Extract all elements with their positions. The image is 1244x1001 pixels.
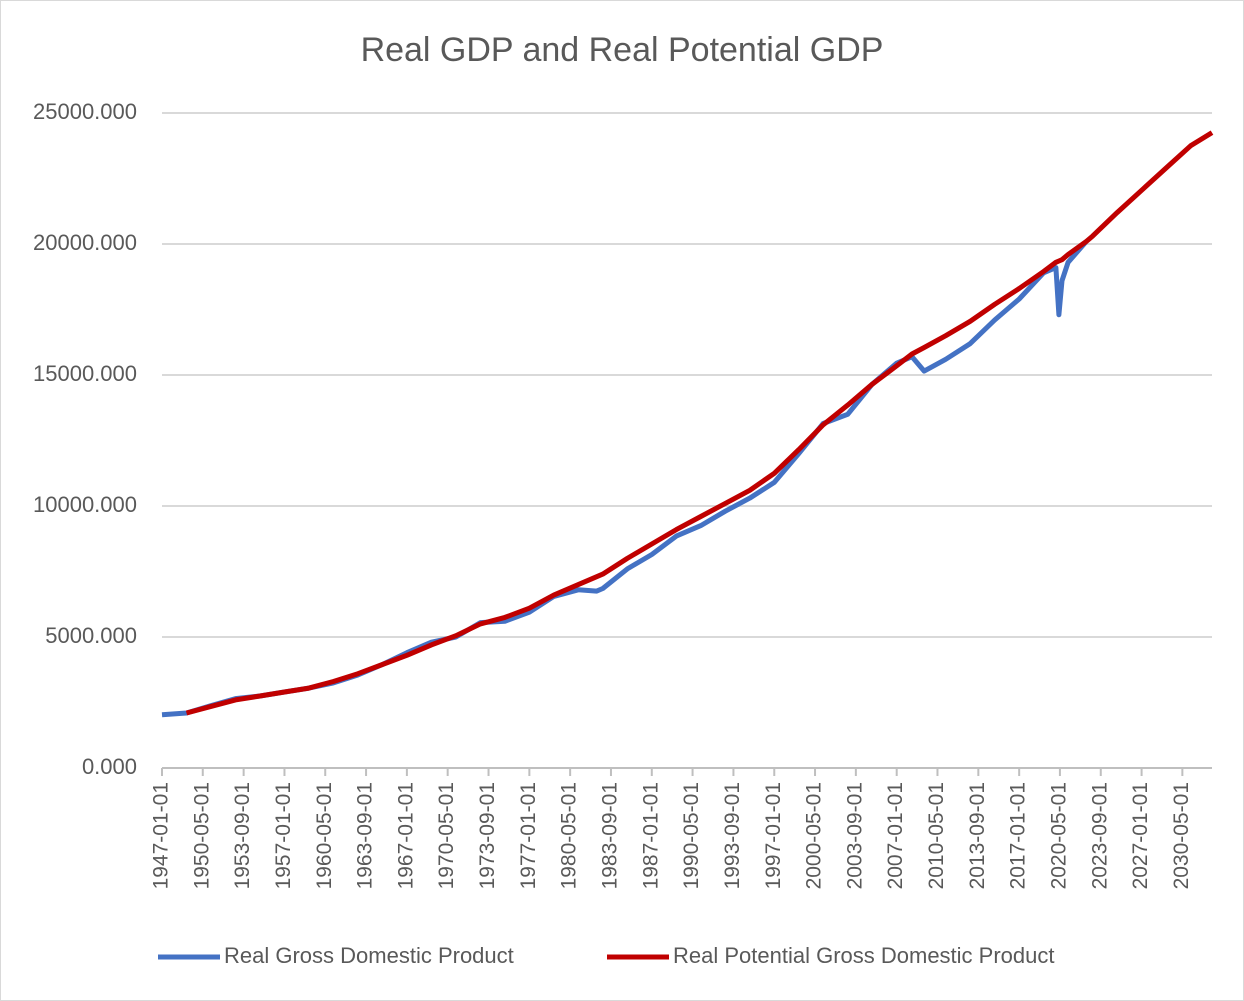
x-tick-label: 1953-09-01 [231, 782, 254, 889]
x-tick-label: 1967-01-01 [394, 782, 417, 889]
x-tick-label: 1977-01-01 [517, 782, 540, 889]
chart-title: Real GDP and Real Potential GDP [361, 31, 884, 69]
x-tick-label: 2023-09-01 [1088, 782, 1111, 889]
y-tick-label: 0.000 [82, 754, 137, 779]
x-tick-label: 1947-01-01 [150, 782, 173, 889]
x-tick-label: 2030-05-01 [1170, 782, 1193, 889]
x-tick-label: 1983-09-01 [599, 782, 622, 889]
x-tick-label: 2003-09-01 [843, 782, 866, 889]
x-tick-label: 1973-09-01 [476, 782, 499, 889]
x-tick-label: 2007-01-01 [884, 782, 907, 889]
x-tick-label: 2000-05-01 [803, 782, 826, 889]
x-tick-label: 1963-09-01 [354, 782, 377, 889]
y-tick-label: 15000.000 [33, 361, 137, 386]
x-tick-label: 2020-05-01 [1047, 782, 1070, 889]
x-tick-label: 1950-05-01 [190, 782, 213, 889]
x-tick-label: 1987-01-01 [639, 782, 662, 889]
y-tick-label: 10000.000 [33, 492, 137, 517]
y-tick-label: 5000.000 [45, 623, 137, 648]
x-tick-label: 1960-05-01 [313, 782, 336, 889]
x-tick-label: 1957-01-01 [272, 782, 295, 889]
y-tick-label: 20000.000 [33, 230, 137, 255]
x-tick-label: 1980-05-01 [558, 782, 581, 889]
x-tick-label: 2017-01-01 [1007, 782, 1030, 889]
x-tick-label: 1997-01-01 [762, 782, 785, 889]
x-tick-label: 1970-05-01 [435, 782, 458, 889]
y-tick-label: 25000.000 [33, 99, 137, 124]
x-tick-label: 1993-09-01 [721, 782, 744, 889]
legend-label: Real Gross Domestic Product [224, 943, 514, 968]
x-tick-label: 2010-05-01 [925, 782, 948, 889]
series-line [185, 130, 1214, 716]
legend-label: Real Potential Gross Domestic Product [673, 943, 1055, 968]
x-tick-label: 1990-05-01 [680, 782, 703, 889]
x-tick-label: 2013-09-01 [966, 782, 989, 889]
x-tick-label: 2027-01-01 [1129, 782, 1152, 889]
